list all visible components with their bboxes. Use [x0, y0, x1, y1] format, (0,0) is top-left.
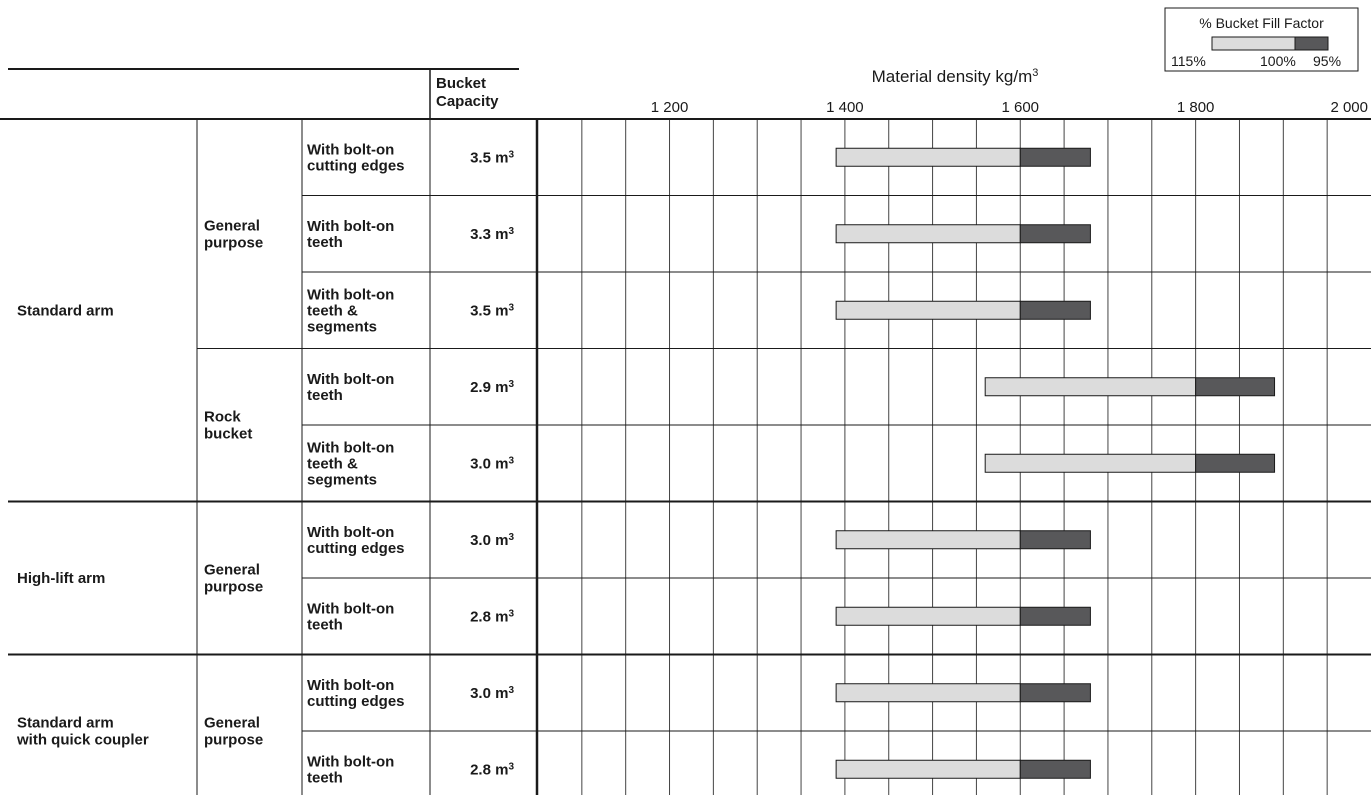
subgroup-label-line: bucket	[204, 426, 252, 443]
config-label-line: teeth &	[307, 455, 358, 472]
subgroup-label-line: purpose	[204, 732, 263, 749]
config-label-line: teeth	[307, 616, 343, 633]
config-label-line: With bolt-on	[307, 439, 394, 456]
capacity-unit-superscript: 3	[508, 226, 514, 237]
capacity-unit-superscript: 3	[508, 302, 514, 313]
group-label-line: Standard arm	[17, 715, 114, 732]
group-label-line: with quick coupler	[16, 732, 149, 749]
capacity-value: 3.3 m3	[470, 226, 514, 243]
bar-fill-100-95	[1195, 377, 1276, 397]
bar-fill-115	[984, 377, 1197, 397]
config-label-line: With bolt-on	[307, 218, 394, 235]
capacity-header-line: Bucket	[436, 75, 486, 92]
bar-fill-115	[835, 300, 1021, 320]
density-axis-title: Material density kg/m3	[872, 67, 1039, 86]
capacity-value: 2.8 m3	[470, 608, 514, 625]
config-label-line: segments	[307, 471, 377, 488]
x-tick-label: 1 200	[651, 99, 689, 116]
bar-fill-100-95	[1019, 300, 1091, 320]
bar-fill-115	[984, 453, 1197, 473]
legend-label-100: 100%	[1260, 53, 1296, 69]
bar-fill-115	[835, 683, 1021, 703]
capacity-unit-superscript: 3	[508, 149, 514, 160]
legend-swatch-115	[1211, 36, 1296, 51]
bar-fill-100-95	[1019, 683, 1091, 703]
capacity-value: 3.5 m3	[470, 149, 514, 166]
capacity-unit-superscript: 3	[508, 761, 514, 772]
bar-fill-100-95	[1019, 530, 1091, 550]
bar-fill-100-95	[1019, 147, 1091, 167]
config-label-line: teeth &	[307, 302, 358, 319]
capacity-unit-superscript: 3	[508, 379, 514, 390]
config-label-line: teeth	[307, 387, 343, 404]
legend-title: % Bucket Fill Factor	[1199, 15, 1324, 31]
config-label-line: cutting edges	[307, 693, 405, 710]
config-label-line: With bolt-on	[307, 753, 394, 770]
subgroup-label-line: General	[204, 562, 260, 579]
config-label-line: With bolt-on	[307, 524, 394, 541]
legend-label-115: 115%	[1171, 53, 1206, 69]
subgroup-label-line: purpose	[204, 234, 263, 251]
bar-fill-115	[835, 224, 1021, 244]
capacity-unit-superscript: 3	[508, 608, 514, 619]
capacity-unit-superscript: 3	[508, 532, 514, 543]
bar-fill-100-95	[1019, 759, 1091, 779]
capacity-value: 3.0 m3	[470, 455, 514, 472]
config-label-line: teeth	[307, 234, 343, 251]
x-tick-label: 1 400	[826, 99, 864, 116]
capacity-value: 3.0 m3	[470, 685, 514, 702]
subgroup-label-line: purpose	[204, 579, 263, 596]
bar-fill-115	[835, 530, 1021, 550]
capacity-value: 2.8 m3	[470, 761, 514, 778]
config-label-line: With bolt-on	[307, 141, 394, 158]
bar-fill-115	[835, 147, 1021, 167]
capacity-value: 2.9 m3	[470, 379, 514, 396]
capacity-header-line: Capacity	[436, 93, 499, 110]
subgroup-label-line: General	[204, 217, 260, 234]
config-label-line: cutting edges	[307, 157, 405, 174]
config-label-line: With bolt-on	[307, 286, 394, 303]
config-label-line: With bolt-on	[307, 677, 394, 694]
bar-fill-100-95	[1019, 224, 1091, 244]
capacity-value: 3.0 m3	[470, 532, 514, 549]
density-unit-superscript: 3	[1032, 67, 1038, 79]
config-label-line: cutting edges	[307, 540, 405, 557]
x-tick-label: 2 000	[1330, 99, 1368, 116]
config-label-line: segments	[307, 318, 377, 335]
bar-fill-115	[835, 759, 1021, 779]
bar-fill-115	[835, 606, 1021, 626]
group-label-line: High-lift arm	[17, 570, 105, 587]
legend-label-95: 95%	[1313, 53, 1341, 69]
group-label-line: Standard arm	[17, 302, 114, 319]
config-label-line: teeth	[307, 769, 343, 786]
capacity-unit-superscript: 3	[508, 455, 514, 466]
subgroup-label-line: Rock	[204, 409, 241, 426]
config-label-line: With bolt-on	[307, 600, 394, 617]
subgroup-label-line: General	[204, 715, 260, 732]
capacity-value: 3.5 m3	[470, 302, 514, 319]
config-label-line: With bolt-on	[307, 371, 394, 388]
x-tick-label: 1 600	[1001, 99, 1039, 116]
bar-fill-100-95	[1019, 606, 1091, 626]
bar-fill-100-95	[1195, 453, 1276, 473]
x-tick-label: 1 800	[1177, 99, 1215, 116]
capacity-unit-superscript: 3	[508, 685, 514, 696]
legend-swatch-100-95	[1294, 36, 1329, 51]
